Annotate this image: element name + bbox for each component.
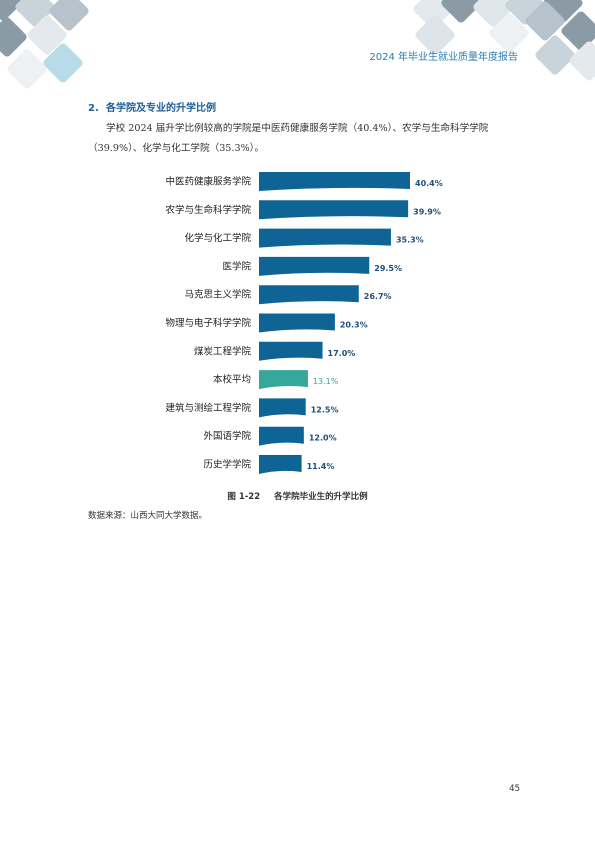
category-label: 化学与化工学院 (184, 232, 251, 244)
category-label: 历史学学院 (203, 459, 251, 471)
value-label: 29.5% (374, 264, 402, 273)
bar (259, 285, 359, 305)
report-title: 2024 年毕业生就业质量年度报告 (369, 52, 518, 63)
section-title: 各学院及专业的升学比例 (106, 103, 216, 114)
bar (259, 228, 391, 248)
value-label: 40.4% (415, 179, 443, 188)
decor-square (567, 39, 595, 83)
value-label: 39.9% (413, 207, 441, 216)
value-label: 20.3% (340, 321, 368, 330)
value-label: 17.0% (328, 349, 356, 358)
value-label: 13.1% (313, 377, 339, 386)
section-number: 2. (88, 103, 99, 114)
bar (259, 172, 410, 191)
category-label: 建筑与测绘工程学院 (165, 402, 251, 414)
value-label: 11.4% (307, 462, 335, 471)
bar (259, 256, 370, 276)
bar (259, 455, 302, 474)
body-paragraph: 学校 2024 届升学比例较高的学院是中医药健康服务学院（40.4%）、农学与生… (88, 123, 489, 154)
caption-text: 各学院毕业生的升学比例 (274, 492, 368, 502)
category-label: 外国语学院 (203, 430, 251, 442)
category-label: 马克思主义学院 (184, 289, 251, 301)
page-number: 45 (509, 784, 520, 794)
category-label: 物理与电子科学学院 (165, 317, 251, 329)
category-label: 中医药健康服务学院 (165, 176, 251, 188)
section-heading: 2. 各学院及专业的升学比例 (88, 99, 216, 114)
bar (259, 426, 304, 446)
value-label: 26.7% (364, 292, 392, 301)
value-label: 12.0% (309, 434, 337, 443)
figure-caption: 图 1-22 各学院毕业生的升学比例 (0, 490, 595, 502)
category-label: 本校平均 (213, 374, 251, 386)
category-label: 医学院 (222, 260, 251, 272)
bar (259, 313, 335, 333)
category-label: 农学与生命科学学院 (165, 204, 251, 216)
data-source-note: 数据来源：山西大同大学数据。 (88, 511, 208, 521)
caption-number: 图 1-22 (227, 492, 261, 502)
bar-chart: 中医药健康服务学院 40.4% 农学与生命科学学院 39.9% 化学与化工学院 35.3%… (165, 172, 443, 474)
bar-highlight (259, 370, 308, 390)
value-label: 12.5% (311, 405, 339, 414)
value-label: 35.3% (396, 236, 424, 245)
bar (259, 398, 306, 418)
bar (259, 341, 323, 361)
category-label: 煤炭工程学院 (194, 345, 252, 357)
bar (259, 200, 409, 220)
decor-square (5, 47, 49, 91)
